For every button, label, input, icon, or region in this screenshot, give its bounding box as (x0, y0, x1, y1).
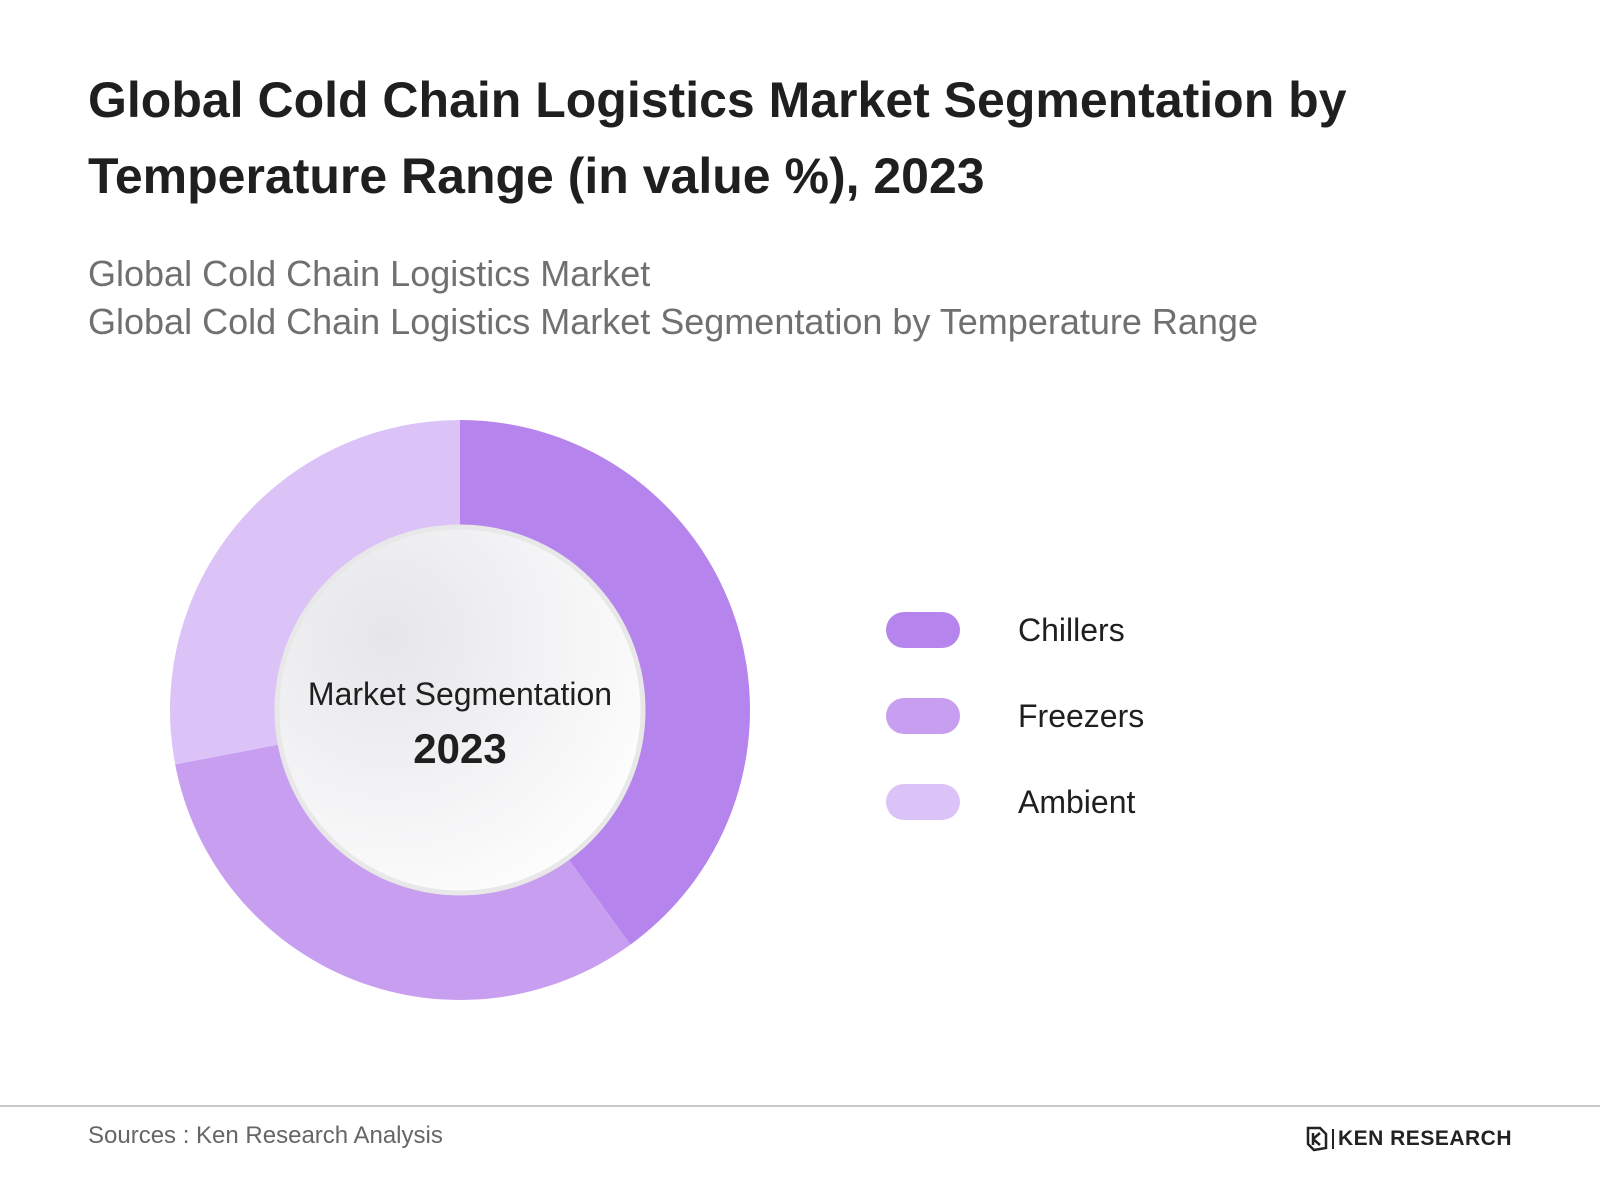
brand-divider (1331, 1129, 1334, 1149)
center-year: 2023 (413, 725, 506, 772)
legend-swatch-freezers (886, 698, 960, 734)
donut-chart: Market Segmentation 2023 (169, 420, 750, 1001)
subtitle-line-2: Global Cold Chain Logistics Market Segme… (88, 301, 1258, 342)
legend: Chillers Freezers Ambient (886, 612, 1144, 870)
footer-divider (0, 1105, 1600, 1107)
center-label: Market Segmentation (308, 676, 612, 712)
legend-item-freezers: Freezers (886, 698, 1144, 734)
legend-item-ambient: Ambient (886, 784, 1144, 820)
legend-label-chillers: Chillers (1018, 611, 1125, 648)
legend-swatch-chillers (886, 612, 960, 648)
legend-label-ambient: Ambient (1018, 783, 1136, 820)
brand-name: KEN RESEARCH (1337, 1127, 1512, 1150)
ken-research-logo-icon (1306, 1126, 1328, 1152)
donut-center (274, 524, 646, 896)
legend-label-freezers: Freezers (1018, 697, 1145, 734)
subtitle-line-1: Global Cold Chain Logistics Market (88, 253, 651, 294)
page-title: Global Cold Chain Logistics Market Segme… (88, 72, 1347, 204)
legend-item-chillers: Chillers (886, 612, 1144, 648)
brand-logo: KEN RESEARCH (1306, 1126, 1512, 1152)
legend-swatch-ambient (886, 784, 960, 820)
subtitle: Global Cold Chain Logistics Market Globa… (88, 250, 1488, 346)
source-note: Sources : Ken Research Analysis (88, 1122, 443, 1149)
